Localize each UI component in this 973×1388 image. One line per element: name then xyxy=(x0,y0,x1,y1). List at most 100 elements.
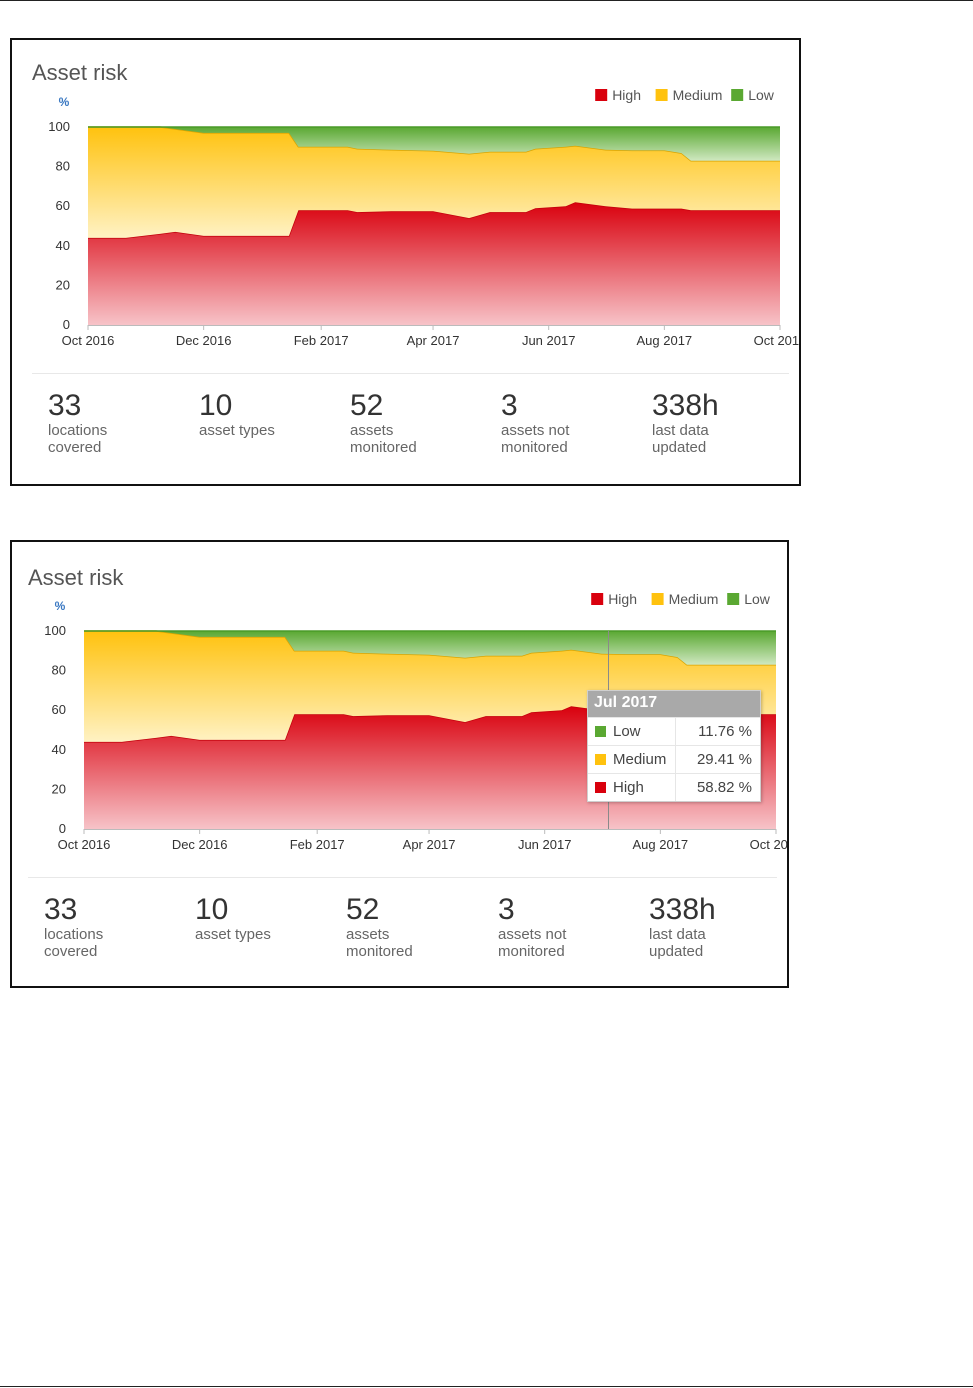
stat-last-updated: 338h last data updated xyxy=(652,389,792,457)
stats-divider xyxy=(32,373,789,374)
legend-label: High xyxy=(608,591,637,607)
legend-label: Medium xyxy=(673,87,723,103)
x-tick-label: Oct 2017 xyxy=(754,333,799,348)
legend-item-high[interactable]: High xyxy=(591,591,637,607)
x-tick-label: Dec 2016 xyxy=(176,333,232,348)
tooltip-row-high: High 58.82 % xyxy=(588,773,760,801)
legend-label: High xyxy=(612,87,641,103)
tooltip-title: Jul 2017 xyxy=(588,691,760,717)
stat-label: assets not monitored xyxy=(501,422,570,456)
stat-value: 3 xyxy=(498,893,515,926)
legend-label: Low xyxy=(744,591,771,607)
x-tick-label: Feb 2017 xyxy=(290,837,345,852)
stat-assets-monitored: 52 assets monitored xyxy=(346,893,486,961)
x-tick-label: Aug 2017 xyxy=(637,333,693,348)
stat-assets-not-monitored: 3 assets not monitored xyxy=(498,893,638,961)
x-tick-label: Jun 2017 xyxy=(518,837,572,852)
asset-risk-card-1: Asset risk 0 20 40 60 80 100 Oct 2016 Dec 2016 F… xyxy=(10,38,801,486)
stat-label: locations covered xyxy=(44,926,104,960)
stat-asset-types: 10 asset types xyxy=(195,893,335,944)
low-swatch-icon xyxy=(595,726,606,737)
legend-swatch-icon xyxy=(727,593,740,605)
tooltip-series-name: Medium xyxy=(613,751,667,768)
y-tick-label: 80 xyxy=(56,159,70,174)
stat-value: 52 xyxy=(350,389,384,422)
stat-value: 338h xyxy=(649,893,716,926)
legend-item-low[interactable]: Low xyxy=(731,87,775,103)
y-tick-label: 100 xyxy=(44,623,66,638)
tooltip-row-medium: Medium 29.41 % xyxy=(588,745,760,773)
stat-value: 10 xyxy=(199,389,233,422)
stat-value: 10 xyxy=(195,893,229,926)
series-area-low[interactable] xyxy=(84,631,776,665)
tooltip-row-low: Low 11.76 % xyxy=(588,717,760,745)
legend-item-medium[interactable]: Medium xyxy=(651,591,719,607)
x-tick-label: Aug 2017 xyxy=(633,837,689,852)
card-title: Asset risk xyxy=(28,565,124,590)
stat-label: assets monitored xyxy=(350,422,417,456)
stat-label: asset types xyxy=(195,926,271,943)
legend-item-high[interactable]: High xyxy=(595,87,641,103)
x-tick-label: Jun 2017 xyxy=(522,333,576,348)
tooltip-series-name: High xyxy=(613,779,644,796)
x-tick-label: Oct 2016 xyxy=(58,837,111,852)
y-tick-label: 60 xyxy=(56,198,70,213)
y-tick-label: 0 xyxy=(63,317,70,332)
legend-swatch-icon xyxy=(595,89,608,101)
y-tick-label: 80 xyxy=(52,663,66,678)
x-tick-label: Feb 2017 xyxy=(294,333,349,348)
series-area-high[interactable] xyxy=(88,202,780,325)
legend-swatch-icon xyxy=(655,89,668,101)
asset-risk-card-2: Asset risk 0 20 40 60 80 100 Oct 2016 Dec 2016 F… xyxy=(10,540,789,988)
stat-value: 338h xyxy=(652,389,719,422)
card-title: Asset risk xyxy=(32,60,128,85)
stat-value: 33 xyxy=(48,389,82,422)
asset-risk-chart[interactable]: 0 20 40 60 80 100 Oct 2016 Dec 2016 Feb 2017 Apr … xyxy=(12,40,799,370)
series-area-low[interactable] xyxy=(88,127,780,161)
legend-swatch-icon xyxy=(591,593,604,605)
stat-assets-not-monitored: 3 assets not monitored xyxy=(501,389,641,457)
y-tick-label: 40 xyxy=(52,742,66,757)
legend-item-medium[interactable]: Medium xyxy=(655,87,723,103)
chart-tooltip: Jul 2017 Low 11.76 % Medium 29.41 % High… xyxy=(587,690,761,802)
stat-assets-monitored: 52 assets monitored xyxy=(350,389,490,457)
x-tick-label: Apr 2017 xyxy=(403,837,456,852)
bottom-rule xyxy=(0,1386,973,1387)
top-rule xyxy=(0,0,973,1)
series-area-medium[interactable] xyxy=(88,127,780,238)
y-unit-label: % xyxy=(55,599,66,613)
stat-label: assets monitored xyxy=(346,926,413,960)
y-tick-label: 40 xyxy=(56,238,70,253)
tooltip-series-value: 29.41 % xyxy=(696,751,752,768)
tooltip-series-value: 11.76 % xyxy=(698,723,752,740)
y-tick-label: 100 xyxy=(48,119,70,134)
stat-label: assets not monitored xyxy=(498,926,567,960)
stat-locations: 33 locations covered xyxy=(44,893,184,961)
tooltip-series-name: Low xyxy=(613,723,641,740)
legend-item-low[interactable]: Low xyxy=(727,591,771,607)
stat-label: last data updated xyxy=(652,422,709,456)
legend-swatch-icon xyxy=(731,89,744,101)
y-tick-label: 60 xyxy=(52,702,66,717)
x-tick-label: Apr 2017 xyxy=(407,333,460,348)
medium-swatch-icon xyxy=(595,754,606,765)
tooltip-series-value: 58.82 % xyxy=(696,779,752,796)
stat-label: locations covered xyxy=(48,422,108,456)
y-tick-label: 0 xyxy=(59,821,66,836)
stat-locations: 33 locations covered xyxy=(48,389,188,457)
legend-label: Low xyxy=(748,87,775,103)
stat-value: 33 xyxy=(44,893,78,926)
x-tick-label: Dec 2016 xyxy=(172,837,228,852)
stat-value: 3 xyxy=(501,389,518,422)
stat-label: asset types xyxy=(199,422,275,439)
stat-value: 52 xyxy=(346,893,380,926)
legend-swatch-icon xyxy=(651,593,664,605)
series-area-medium[interactable] xyxy=(84,631,776,742)
x-tick-label: Oct 2017 xyxy=(750,837,787,852)
stat-last-updated: 338h last data updated xyxy=(649,893,787,961)
x-tick-label: Oct 2016 xyxy=(62,333,115,348)
stats-divider xyxy=(28,877,777,878)
stat-asset-types: 10 asset types xyxy=(199,389,339,440)
high-swatch-icon xyxy=(595,782,606,793)
y-tick-label: 20 xyxy=(52,781,66,796)
